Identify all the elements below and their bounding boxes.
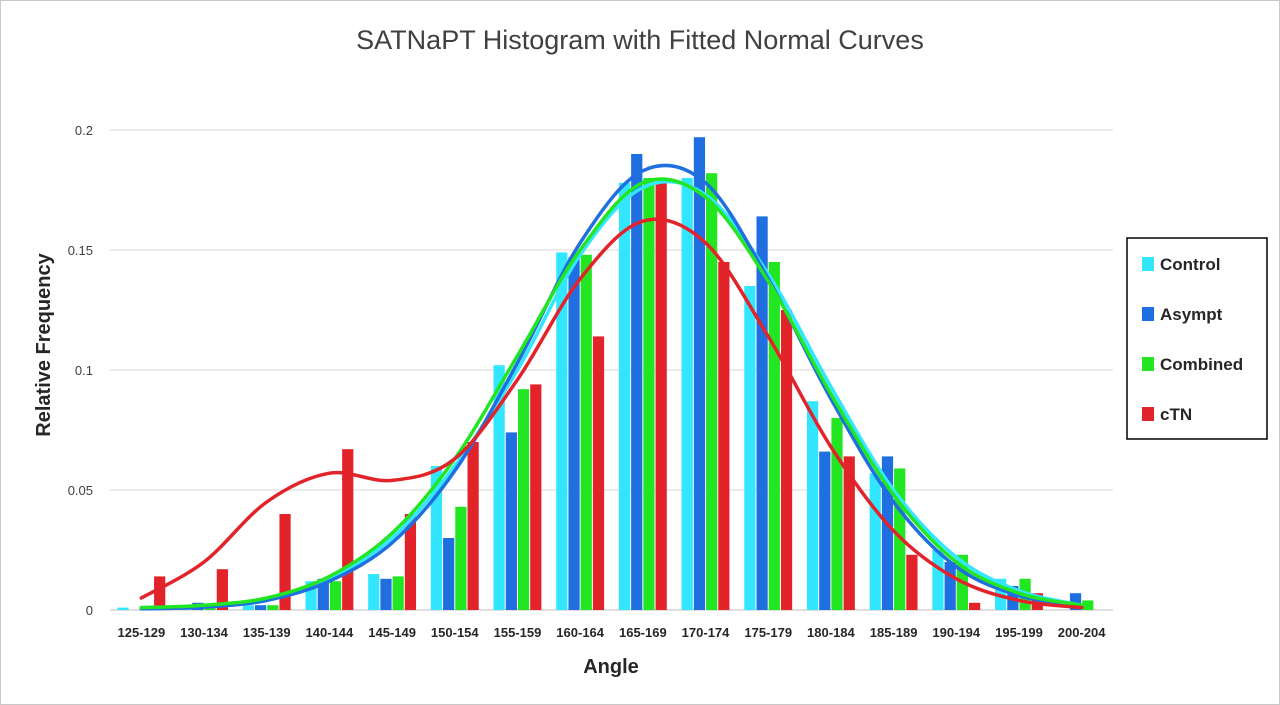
bar-asympt (881, 456, 894, 610)
x-tick-label: 140-144 (306, 625, 354, 640)
bar-ctn (718, 262, 730, 610)
x-axis-title: Angle (583, 656, 639, 678)
bar-asympt (317, 578, 329, 610)
bar-asympt (819, 451, 831, 610)
fitted-curves (139, 163, 1084, 611)
bar-control (117, 607, 129, 610)
legend-swatch-combined (1142, 357, 1154, 371)
bar-control (932, 550, 944, 610)
x-tick-label: 130-134 (180, 625, 228, 640)
bar-ctn (780, 310, 793, 610)
y-axis-title: Relative Frequency (33, 252, 55, 436)
x-tick-label: 135-139 (243, 625, 291, 640)
legend-swatch-ctn (1142, 407, 1154, 421)
bar-asympt (944, 562, 956, 610)
x-tick-label: 150-154 (431, 625, 479, 640)
bar-ctn (592, 336, 605, 610)
x-tick-label: 165-169 (619, 625, 667, 640)
bar-ctn (279, 514, 291, 610)
bar-combined (643, 178, 655, 610)
bar-asympt (631, 154, 643, 610)
bar-control (305, 581, 317, 610)
bar-control (806, 401, 819, 610)
bar-ctn (969, 602, 981, 610)
y-tick-label: 0.2 (75, 123, 93, 138)
x-tick-label: 200-204 (1058, 625, 1106, 640)
chart-title: SATNaPT Histogram with Fitted Normal Cur… (356, 25, 924, 55)
bar-asympt (443, 538, 455, 610)
y-tick-label: 0 (86, 603, 93, 618)
x-tick-label: 170-174 (682, 625, 730, 640)
y-tick-label: 0.1 (75, 363, 93, 378)
gridlines (110, 129, 1113, 611)
bar-combined (831, 418, 843, 610)
bar-ctn (216, 569, 228, 610)
bar-combined (580, 254, 592, 611)
bar-control (681, 178, 693, 610)
y-tick-label: 0.05 (68, 483, 93, 498)
bar-asympt (254, 605, 267, 610)
bar-control (368, 574, 380, 610)
bar-combined (706, 173, 718, 610)
bar-ctn (467, 442, 479, 610)
legend: Control Asympt Combined cTN (1126, 237, 1268, 440)
legend-swatch-control (1142, 257, 1154, 271)
legend-label-ctn: cTN (1160, 405, 1192, 424)
bar-asympt (693, 137, 706, 610)
bar-asympt (568, 257, 580, 610)
x-tick-label: 155-159 (494, 625, 542, 640)
legend-label-asympt: Asympt (1160, 305, 1223, 324)
bar-control (242, 605, 254, 610)
fitted-curve-control (139, 179, 1084, 610)
fitted-curve-combined (139, 177, 1084, 610)
x-tick-label: 160-164 (556, 625, 604, 640)
y-axis: 0 0.05 0.1 0.15 0.2 (68, 123, 93, 618)
x-axis: 125-129 130-134 135-139 140-144 145-149 150-1… (117, 625, 1106, 640)
bar-combined (768, 262, 780, 610)
bar-combined (455, 506, 467, 610)
legend-label-control: Control (1160, 255, 1220, 274)
x-tick-label: 190-194 (932, 625, 980, 640)
bar-control (869, 473, 881, 610)
legend-box (1126, 237, 1268, 440)
bar-combined (392, 576, 404, 610)
bar-ctn (154, 576, 166, 610)
x-tick-label: 145-149 (368, 625, 416, 640)
bar-combined (204, 607, 216, 610)
bar-combined (517, 389, 530, 610)
bar-asympt (505, 432, 517, 610)
x-tick-label: 180-184 (807, 625, 855, 640)
bar-combined (329, 581, 342, 610)
x-tick-label: 175-179 (744, 625, 792, 640)
fitted-curve-asympt (139, 163, 1084, 611)
bar-combined (267, 605, 279, 610)
bar-ctn (655, 182, 667, 611)
bar-asympt (1069, 593, 1082, 610)
bar-ctn (342, 449, 354, 610)
bar-ctn (906, 554, 918, 610)
bar-control (493, 365, 505, 610)
bar-control (556, 252, 568, 610)
bar-control (744, 286, 756, 610)
x-tick-label: 195-199 (995, 625, 1043, 640)
x-tick-label: 125-129 (117, 625, 165, 640)
bar-ctn (843, 456, 855, 610)
bar-control (430, 466, 443, 610)
fitted-curve-ctn (139, 217, 1084, 610)
bar-ctn (404, 514, 417, 610)
bar-control (618, 182, 631, 611)
bar-asympt (756, 216, 768, 610)
bar-ctn (530, 384, 542, 610)
bar-asympt (380, 578, 392, 610)
legend-swatch-asympt (1142, 307, 1154, 321)
y-tick-label: 0.15 (68, 243, 93, 258)
bar-combined (1082, 600, 1094, 610)
x-tick-label: 185-189 (870, 625, 918, 640)
legend-label-combined: Combined (1160, 355, 1243, 374)
